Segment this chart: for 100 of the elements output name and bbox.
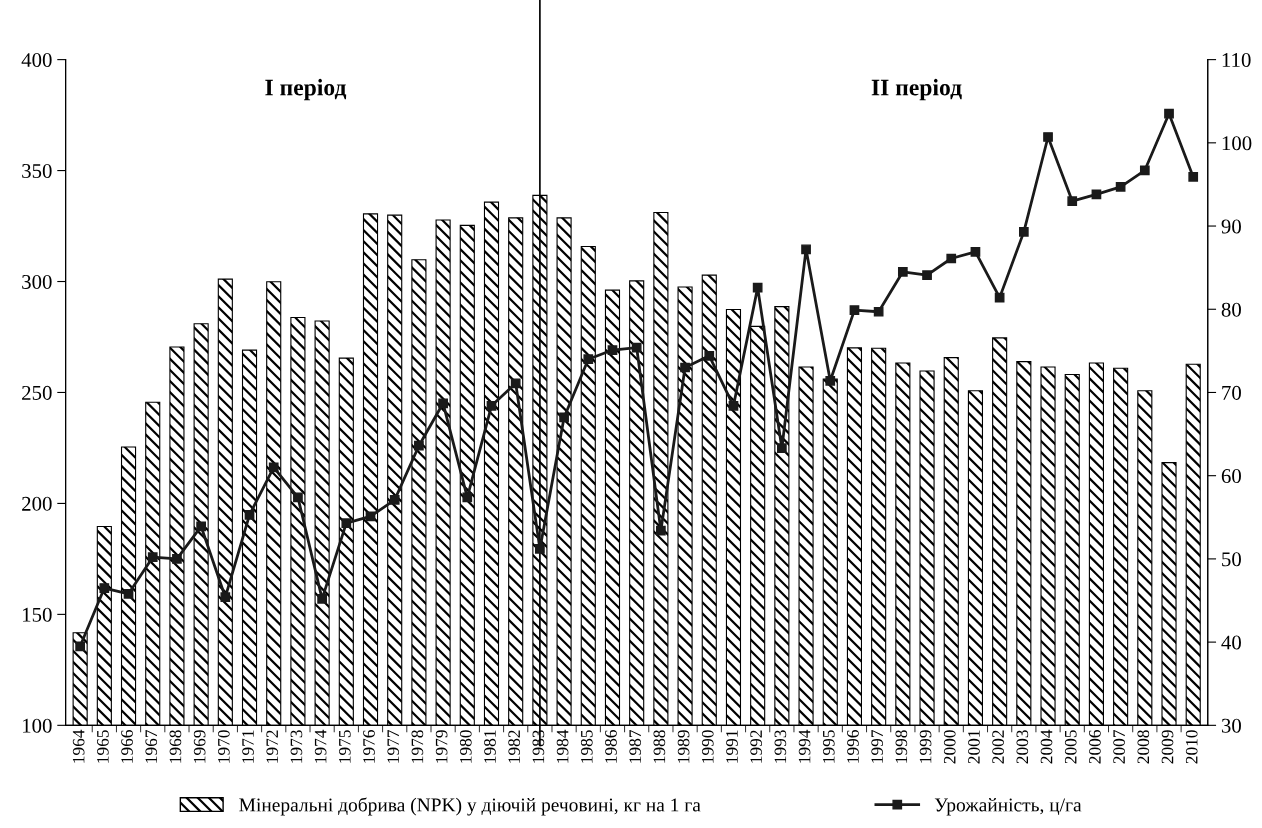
point — [244, 509, 255, 520]
point — [317, 593, 327, 604]
y2-tick-label: 80 — [1221, 302, 1241, 317]
x-tick-label: 1965 — [97, 730, 109, 763]
x-tick-label: 1990 — [701, 730, 714, 763]
x-tick-label: 1987 — [629, 729, 642, 763]
y2-tick-label: 30 — [1221, 718, 1241, 733]
x-tick-label: 1992 — [750, 730, 763, 763]
y-tick-label: 200 — [22, 496, 52, 511]
x-tick-label: 1998 — [895, 730, 908, 763]
point — [293, 492, 303, 503]
x-tick-label: 1989 — [677, 730, 690, 763]
y2-tick-label: 70 — [1222, 385, 1241, 400]
point — [631, 342, 642, 353]
point — [438, 398, 448, 409]
point — [946, 253, 957, 264]
x-tick-label: 1985 — [580, 730, 593, 763]
x-tick-label: 1984 — [556, 729, 569, 763]
point — [1164, 108, 1174, 119]
point — [849, 305, 860, 315]
x-tick-label: 1988 — [653, 730, 666, 763]
x-tick-label: 1977 — [387, 729, 400, 763]
x-tick-label: 1978 — [411, 730, 424, 763]
point — [1115, 182, 1126, 192]
x-tick-label: 1991 — [726, 730, 738, 763]
x-tick-label: 1980 — [459, 730, 472, 763]
y2-tick-label: 110 — [1222, 52, 1251, 68]
point — [970, 246, 981, 257]
point — [99, 583, 110, 593]
x-tick-label: 1966 — [121, 730, 133, 763]
point — [196, 521, 206, 532]
x-tick-label: 1981 — [484, 730, 496, 763]
x-tick-label: 2000 — [943, 730, 956, 764]
legend-label: Мінеральні добрива (NPK) у діючій речовині, кг на 1 га — [239, 797, 701, 816]
point — [1188, 172, 1199, 182]
y2-tick-label: 50 — [1222, 552, 1241, 567]
x-tick-label: 2005 — [1064, 730, 1077, 764]
x-tick-label: 1982 — [508, 730, 521, 763]
x-tick-label: 1995 — [822, 730, 835, 763]
point — [704, 350, 715, 361]
x-tick-label: 1970 — [217, 730, 230, 763]
y-tick-label: 100 — [23, 718, 52, 733]
point — [462, 492, 473, 503]
x-tick-label: 2010 — [1185, 730, 1198, 764]
x-tick-label: 1979 — [435, 730, 448, 763]
point — [777, 443, 787, 454]
point — [220, 592, 231, 603]
y2-tick-label: 40 — [1221, 635, 1241, 650]
y-tick-label: 250 — [22, 385, 52, 400]
x-tick-label: 2001 — [968, 730, 980, 764]
x-tick-label: 1974 — [314, 729, 327, 763]
y2-tick-label: 100 — [1222, 136, 1252, 151]
point — [559, 412, 569, 423]
point — [752, 282, 763, 293]
point — [922, 270, 932, 281]
point — [801, 244, 811, 255]
point — [535, 544, 545, 554]
y-tick-label: 400 — [21, 52, 52, 68]
point — [680, 362, 690, 373]
point — [1067, 196, 1078, 206]
x-tick-label: 2007 — [1113, 729, 1125, 764]
y-tick-label: 150 — [23, 607, 52, 622]
y-tick-label: 300 — [22, 274, 52, 289]
point — [341, 518, 352, 528]
point — [728, 400, 739, 411]
point — [172, 554, 182, 564]
y-tick-label: 350 — [22, 163, 52, 178]
annotation: ІІ період — [871, 78, 962, 101]
x-tick-label: 2006 — [1089, 730, 1101, 764]
point — [486, 400, 497, 411]
point — [414, 440, 424, 451]
point — [1018, 227, 1029, 237]
y2-tick-label: 90 — [1221, 219, 1241, 234]
x-tick-label: 1967 — [145, 729, 158, 763]
point — [1043, 132, 1053, 142]
x-tick-label: 1975 — [338, 730, 351, 763]
point — [607, 345, 618, 355]
x-tick-label: 1972 — [266, 730, 279, 763]
x-tick-label: 1997 — [871, 729, 883, 763]
point — [147, 552, 158, 563]
point — [825, 375, 836, 386]
legend-label: Урожайність, ц/га — [934, 798, 1082, 816]
x-tick-label: 1976 — [363, 730, 375, 763]
x-tick-label: 1994 — [798, 729, 811, 763]
point — [656, 525, 666, 536]
x-tick-label: 1973 — [290, 730, 303, 763]
x-tick-label: 1983 — [532, 730, 545, 763]
x-tick-label: 1969 — [193, 730, 206, 763]
point — [897, 266, 908, 277]
point — [389, 494, 400, 505]
point — [75, 641, 86, 652]
x-tick-label: 1993 — [774, 730, 787, 763]
point — [1139, 165, 1150, 176]
x-tick-label: 2008 — [1137, 730, 1150, 764]
x-tick-label: 1964 — [72, 729, 85, 763]
x-tick-label: 1971 — [242, 730, 254, 763]
x-tick-label: 1968 — [169, 730, 182, 763]
x-tick-label: 1986 — [605, 730, 617, 763]
y2-tick-label: 60 — [1221, 469, 1241, 484]
x-tick-label: 1996 — [847, 730, 859, 763]
